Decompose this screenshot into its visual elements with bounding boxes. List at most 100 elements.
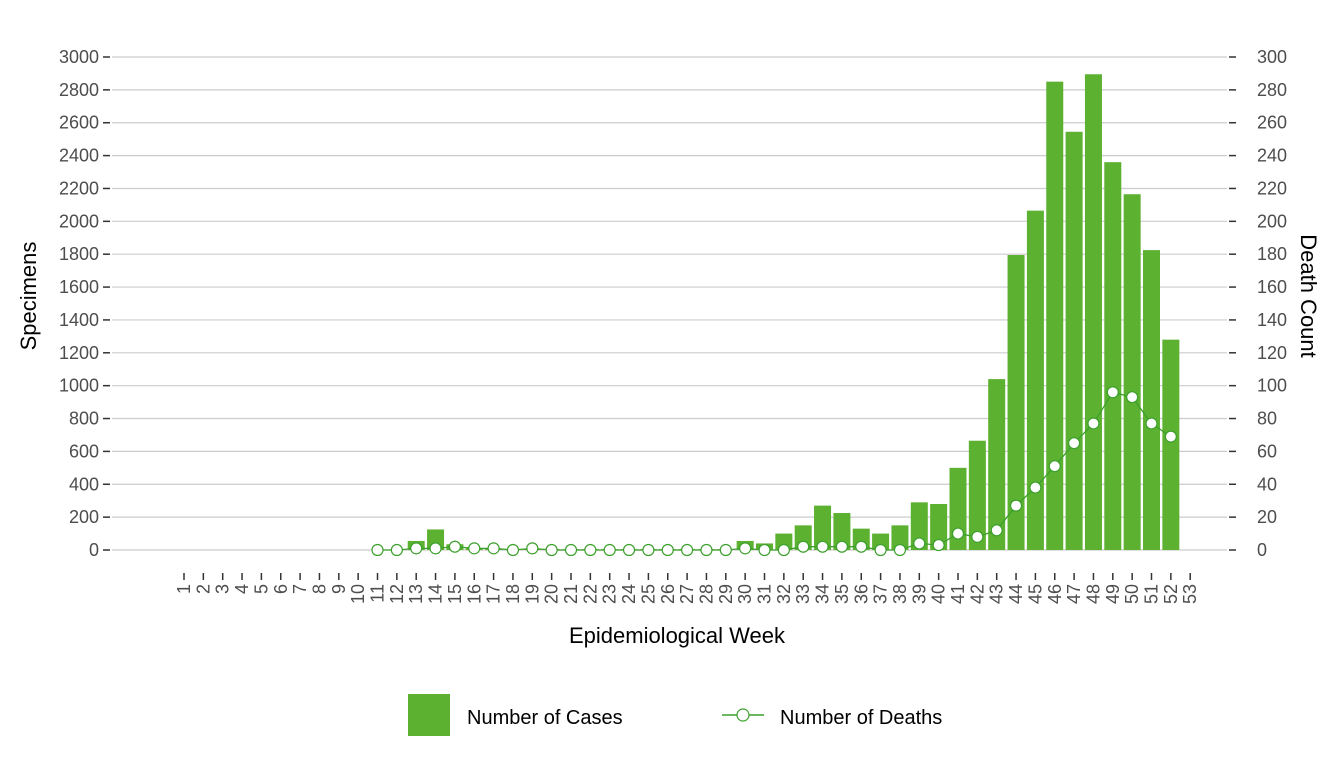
bar: [1143, 250, 1160, 550]
right-axis-tick-label: 240: [1257, 146, 1287, 166]
deaths-point: [371, 543, 384, 557]
x-axis-tick-label: 13: [406, 584, 426, 604]
deaths-point: [506, 543, 520, 557]
deaths-point: [1145, 417, 1158, 430]
right-axis-tick-label: 160: [1257, 277, 1287, 297]
deaths-point: [855, 540, 868, 553]
x-axis-tick-label: 29: [716, 584, 736, 604]
x-axis-tick-label: 26: [658, 584, 678, 604]
x-axis-tick-label: 28: [696, 584, 716, 604]
left-axis-tick-label: 2200: [59, 178, 99, 198]
x-axis-tick-label: 25: [638, 584, 658, 604]
bar: [930, 503, 948, 550]
deaths-point: [661, 543, 674, 557]
deaths-point: [642, 543, 655, 557]
x-axis-tick-label: 31: [755, 584, 775, 604]
x-axis-tick-label: 45: [1025, 584, 1045, 604]
legend-marker-deaths: [736, 708, 750, 722]
x-axis-tick-label: 4: [232, 584, 252, 594]
left-axis-tick-label: 2600: [59, 113, 99, 133]
right-axis-tick-label: 100: [1257, 376, 1287, 396]
x-axis-tick-label: 22: [580, 584, 600, 604]
left-axis-tick-label: 2000: [59, 211, 99, 231]
x-axis-tick-label: 17: [484, 584, 504, 604]
x-axis-tick-label: 50: [1122, 584, 1142, 604]
right-axis-tick-label: 260: [1257, 113, 1287, 133]
x-axis-tick-label: 16: [464, 584, 484, 604]
x-axis-tick-label: 46: [1045, 584, 1065, 604]
deaths-point: [990, 524, 1003, 537]
x-axis-tick-label: 6: [271, 584, 291, 594]
x-axis-tick-label: 51: [1142, 584, 1162, 604]
bar: [1065, 131, 1083, 550]
bar: [1046, 81, 1064, 551]
deaths-point: [429, 542, 442, 555]
x-axis-tick-label: 48: [1083, 584, 1103, 604]
right-axis-tick-label: 180: [1257, 244, 1287, 264]
left-axis-tick-label: 1000: [59, 376, 99, 396]
left-axis-tick-label: 600: [69, 441, 99, 461]
left-axis-tick-label: 1400: [59, 310, 99, 330]
deaths-point: [932, 538, 945, 552]
x-axis-tick-label: 37: [871, 584, 891, 604]
deaths-point: [971, 530, 984, 543]
deaths-point: [739, 542, 752, 555]
x-axis-tick-label: 3: [213, 584, 233, 594]
right-axis-tick-label: 140: [1257, 310, 1287, 330]
x-axis-tick-label: 43: [987, 584, 1007, 604]
deaths-point: [777, 543, 790, 557]
left-axis-tick-label: 3000: [59, 47, 99, 67]
x-axis-tick-label: 12: [387, 584, 407, 604]
deaths-point: [874, 543, 887, 557]
deaths-point: [487, 542, 500, 555]
x-axis-tick-label: 42: [967, 584, 987, 604]
deaths-point: [526, 542, 539, 555]
x-axis-tick-label: 5: [251, 584, 271, 594]
bar: [1162, 339, 1180, 550]
bar-series: [407, 74, 1180, 551]
bar: [814, 505, 832, 550]
deaths-point: [951, 527, 965, 540]
x-axis-tick-label: 53: [1180, 584, 1200, 604]
left-axis-tick-label: 0: [89, 540, 99, 560]
legend-swatch-cases: [408, 694, 450, 736]
x-axis-title: Epidemiological Week: [569, 623, 786, 648]
left-axis-tick-label: 1600: [59, 277, 99, 297]
right-axis-tick-label: 220: [1257, 178, 1287, 198]
x-axis-tick-label: 44: [1006, 584, 1026, 604]
deaths-point: [584, 543, 597, 557]
right-axis-tick-label: 200: [1257, 211, 1287, 231]
left-axis-tick-label: 800: [69, 409, 99, 429]
x-axis-tick-label: 23: [600, 584, 620, 604]
x-axis-tick-label: 49: [1103, 584, 1123, 604]
deaths-point: [1126, 391, 1139, 404]
x-axis-tick-label: 33: [793, 584, 813, 604]
bar: [988, 379, 1006, 550]
x-axis-tick-label: 15: [445, 584, 465, 604]
bar: [1084, 74, 1102, 550]
x-axis-tick-label: 19: [522, 584, 542, 604]
bar: [833, 513, 851, 550]
x-axis-tick-label: 27: [677, 584, 697, 604]
deaths-point: [410, 542, 423, 555]
line-series: [371, 386, 1177, 557]
right-axis-tick-label: 280: [1257, 80, 1287, 100]
right-axis-tick-label: 80: [1257, 409, 1277, 429]
legend: Number of Cases Number of Deaths: [408, 694, 942, 736]
right-axis-tick-label: 0: [1257, 540, 1267, 560]
deaths-point: [545, 543, 558, 557]
deaths-point: [1067, 437, 1081, 450]
deaths-point: [448, 540, 461, 553]
deaths-point: [797, 540, 810, 553]
x-axis-tick-label: 47: [1064, 584, 1084, 604]
x-axis-tick-label: 32: [774, 584, 794, 604]
deaths-point: [1029, 481, 1042, 494]
x-axis-tick-label: 52: [1161, 584, 1181, 604]
right-axis-tick-label: 300: [1257, 47, 1287, 67]
x-axis-tick-label: 11: [368, 584, 388, 603]
deaths-point: [390, 543, 403, 557]
x-axis-tick-label: 20: [542, 584, 562, 604]
x-axis-tick-label: 21: [561, 584, 581, 604]
x-axis-tick-label: 7: [290, 584, 310, 594]
